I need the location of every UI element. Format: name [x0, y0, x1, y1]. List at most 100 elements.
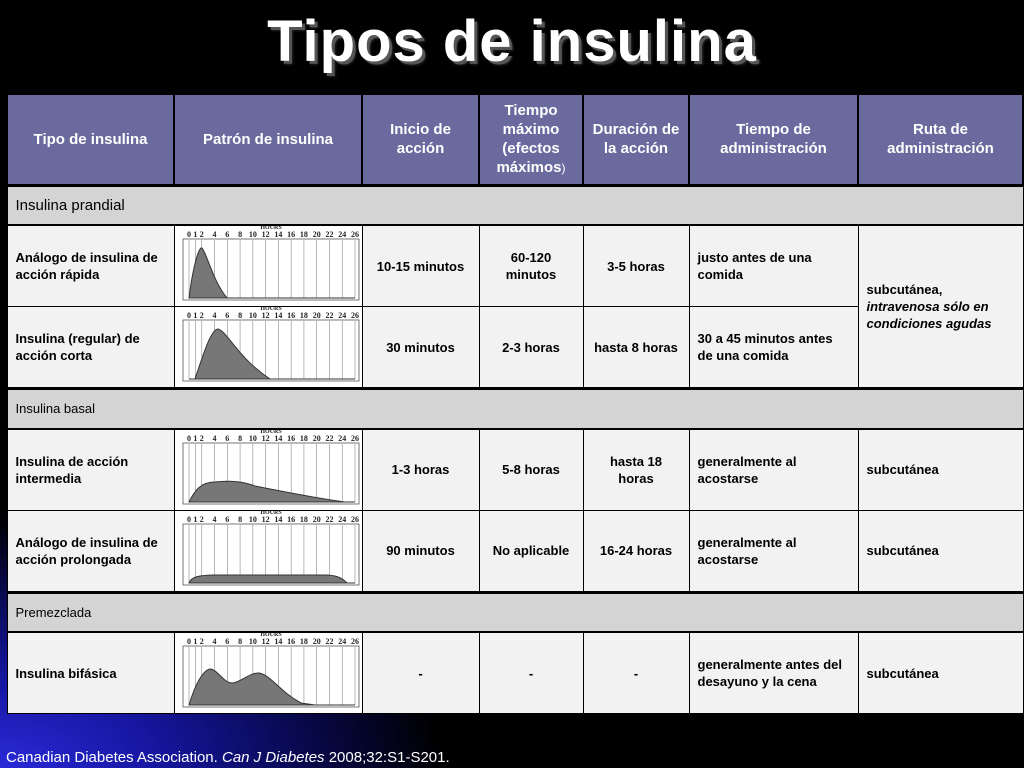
hour-tick-label: 0	[187, 311, 191, 320]
table-row: Insulina bifásica 0 1 2 4 6 8 10 12 14 16 18 20 22 24…	[6, 631, 1024, 714]
hour-tick-label: 24	[338, 230, 346, 239]
row-tipo: Insulina de acción intermedia	[6, 428, 175, 511]
insulin-pattern-graph: 0 1 2 4 6 8 10 12 14 16 18 20 22 24 26 HOURS	[173, 224, 363, 307]
hour-tick-label: 6	[225, 311, 229, 320]
hour-tick-label: 12	[261, 637, 269, 646]
section-premezclada: Premezclada	[6, 590, 1024, 633]
hour-tick-label: 18	[299, 434, 307, 443]
hour-tick-label: 26	[351, 515, 359, 524]
header-tiempo-maximo: Tiempo máximo (efectos máximos)	[478, 93, 584, 186]
hour-tick-label: 14	[274, 434, 282, 443]
hour-tick-label: 16	[287, 311, 295, 320]
header-duracion: Duración de la acción	[582, 93, 690, 186]
section-prandial: Insulina prandial	[6, 183, 1024, 226]
hour-tick-label: 16	[287, 515, 295, 524]
hours-axis-label: HOURS	[260, 226, 282, 231]
hours-axis-label: HOURS	[260, 633, 282, 638]
hour-tick-label: 22	[325, 637, 333, 646]
hour-tick-label: 10	[248, 434, 256, 443]
hour-tick-label: 18	[299, 311, 307, 320]
hour-tick-label: 0	[187, 230, 191, 239]
hour-tick-label: 2	[199, 230, 203, 239]
hour-tick-label: 22	[325, 311, 333, 320]
insulin-pattern-graph: 0 1 2 4 6 8 10 12 14 16 18 20 22 24 26 HOURS	[173, 306, 363, 389]
insulin-pattern-graph: 0 1 2 4 6 8 10 12 14 16 18 20 22 24 26 HOURS	[173, 509, 363, 593]
hour-tick-label: 4	[212, 637, 216, 646]
hour-tick-label: 6	[225, 515, 229, 524]
hour-tick-label: 24	[338, 311, 346, 320]
hour-tick-label: 10	[248, 311, 256, 320]
hour-tick-label: 20	[312, 637, 320, 646]
row-admin: generalmente al acostarse	[688, 428, 859, 511]
row-admin: generalmente al acostarse	[688, 509, 859, 593]
slide-title: Tipos de insulina	[267, 9, 757, 74]
hour-tick-label: 1	[193, 230, 197, 239]
hour-tick-label: 2	[199, 434, 203, 443]
row-tipo: Insulina bifásica	[6, 631, 175, 714]
row-maximo: 60-120 minutos	[478, 224, 584, 307]
hour-tick-label: 24	[338, 515, 346, 524]
graph-frame	[182, 319, 359, 382]
row-inicio: 90 minutos	[361, 509, 480, 593]
row-admin: 30 a 45 minutos antes de una comida	[688, 306, 859, 389]
row-ruta: subcutánea	[857, 428, 1024, 511]
row-duracion: -	[582, 631, 690, 714]
hour-tick-label: 14	[274, 515, 282, 524]
row-maximo: No aplicable	[478, 509, 584, 593]
hour-tick-label: 14	[274, 230, 282, 239]
hour-tick-label: 26	[351, 230, 359, 239]
hour-tick-label: 24	[338, 637, 346, 646]
hour-tick-label: 24	[338, 434, 346, 443]
hour-tick-label: 1	[193, 311, 197, 320]
header-row: Tipo de insulina Patrón de insulina Inic…	[6, 93, 1024, 186]
graph-frame	[182, 645, 359, 708]
hour-tick-label: 22	[325, 230, 333, 239]
hour-tick-label: 8	[238, 515, 242, 524]
insulin-pattern-graph: 0 1 2 4 6 8 10 12 14 16 18 20 22 24 26 HOURS	[173, 631, 363, 714]
hour-tick-label: 18	[299, 230, 307, 239]
row-inicio: 10-15 minutos	[361, 224, 480, 307]
hour-tick-label: 0	[187, 515, 191, 524]
hour-tick-label: 4	[212, 311, 216, 320]
hour-tick-label: 0	[187, 434, 191, 443]
hour-tick-label: 2	[199, 637, 203, 646]
row-inicio: 30 minutos	[361, 306, 480, 389]
header-ruta: Ruta de administración	[857, 93, 1024, 186]
hour-tick-label: 26	[351, 434, 359, 443]
hour-tick-label: 14	[274, 311, 282, 320]
hour-tick-label: 4	[212, 515, 216, 524]
hour-tick-label: 22	[325, 515, 333, 524]
insulin-table: Tipo de insulina Patrón de insulina Inic…	[6, 93, 1024, 714]
hour-tick-label: 8	[238, 230, 242, 239]
row-maximo: -	[478, 631, 584, 714]
row-duracion: hasta 8 horas	[582, 306, 690, 389]
row-duracion: hasta 18 horas	[582, 428, 690, 511]
hour-tick-label: 18	[299, 515, 307, 524]
hour-tick-label: 12	[261, 311, 269, 320]
hour-tick-label: 26	[351, 637, 359, 646]
hour-tick-label: 1	[193, 637, 197, 646]
hour-tick-label: 4	[212, 230, 216, 239]
hour-tick-label: 18	[299, 637, 307, 646]
hour-tick-label: 16	[287, 434, 295, 443]
section-basal: Insulina basal	[6, 387, 1024, 430]
header-tipo: Tipo de insulina	[6, 93, 175, 186]
hour-tick-label: 20	[312, 230, 320, 239]
row-admin: generalmente antes del desayuno y la cen…	[688, 631, 859, 714]
row-tipo: Insulina (regular) de acción corta	[6, 306, 175, 389]
hour-tick-label: 10	[248, 637, 256, 646]
hour-tick-label: 8	[238, 434, 242, 443]
section-row: Premezclada	[6, 590, 1024, 633]
section-row: Insulina basal	[6, 387, 1024, 430]
graph-frame	[182, 523, 359, 585]
row-duracion: 3-5 horas	[582, 224, 690, 307]
hour-tick-label: 26	[351, 311, 359, 320]
graph-frame	[182, 442, 359, 504]
hour-tick-label: 14	[274, 637, 282, 646]
row-tipo: Análogo de insulina de acción prolongada	[6, 509, 175, 593]
hour-tick-label: 4	[212, 434, 216, 443]
hour-tick-label: 10	[248, 515, 256, 524]
